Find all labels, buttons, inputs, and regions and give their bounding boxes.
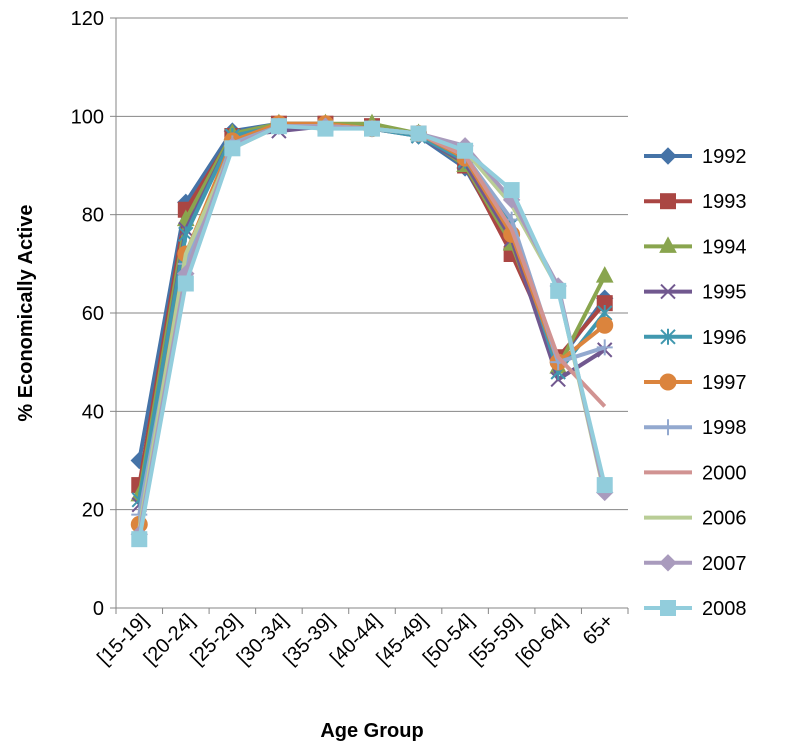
- legend-label: 2000: [702, 462, 747, 484]
- legend-marker: [660, 419, 676, 436]
- legend-label: 1992: [702, 146, 747, 168]
- y-tick-labels: 0 20 40 60 80 100 120: [71, 8, 104, 620]
- x-tick-label: [45-49]: [372, 610, 432, 670]
- legend-label: 2006: [702, 508, 747, 530]
- data-point: [177, 275, 194, 292]
- legend: 1992 1993 1994 1995 1996 1997 1998 2000 2006 2007…: [644, 146, 747, 620]
- legend-marker: [660, 328, 676, 345]
- x-tick-label: [30-34]: [233, 610, 293, 670]
- data-point: [364, 120, 380, 137]
- y-tick-label: 80: [82, 205, 104, 227]
- legend-label: 1997: [702, 372, 747, 394]
- x-tick-label: [50-54]: [419, 610, 479, 670]
- x-tick-label: [25-29]: [186, 610, 246, 670]
- legend-marker: [660, 600, 676, 616]
- data-point: [224, 140, 241, 157]
- series-lines: [130, 113, 614, 548]
- legend-item: 1995: [644, 282, 747, 304]
- data-point: [131, 531, 148, 548]
- legend-item: 1993: [644, 191, 747, 213]
- y-axis-title: % Economically Active: [15, 204, 37, 421]
- data-point: [595, 266, 614, 283]
- legend-marker: [659, 554, 677, 572]
- x-tick-label: [20-24]: [140, 610, 200, 670]
- legend-item: 1994: [644, 236, 747, 258]
- data-point: [317, 120, 334, 137]
- legend-item: 2008: [644, 598, 747, 620]
- x-axis-title: Age Group: [320, 720, 423, 742]
- data-point: [270, 118, 287, 135]
- data-point: [596, 477, 613, 494]
- y-tick-label: 100: [71, 106, 104, 128]
- x-tick-label: [55-59]: [466, 610, 526, 670]
- legend-marker: [660, 283, 676, 300]
- data-point: [410, 125, 427, 142]
- data-point: [596, 316, 614, 334]
- data-point: [596, 339, 613, 356]
- data-point: [457, 142, 474, 159]
- y-tick-label: 0: [93, 598, 104, 620]
- legend-label: 1993: [702, 191, 747, 213]
- legend-marker: [659, 373, 677, 391]
- x-tick-label: [40-44]: [326, 610, 386, 670]
- y-tick-label: 120: [71, 8, 104, 30]
- legend-marker: [660, 193, 676, 210]
- series-1992: [130, 115, 614, 470]
- legend-label: 1994: [702, 236, 747, 258]
- x-tick-labels: [15-19][20-24][25-29][30-34][35-39][40-4…: [93, 610, 618, 670]
- legend-label: 2007: [702, 553, 747, 575]
- legend-label: 1998: [702, 417, 747, 439]
- data-point: [503, 182, 520, 199]
- legend-item: 1996: [644, 327, 747, 349]
- legend-item: 1997: [644, 372, 747, 394]
- x-tick-label: 65+: [579, 610, 619, 650]
- x-tick-label: [60-64]: [512, 610, 572, 670]
- legend-item: 2000: [644, 462, 747, 484]
- x-tick-label: [35-39]: [279, 610, 339, 670]
- y-tick-label: 20: [82, 500, 104, 522]
- axes: [110, 17, 629, 614]
- legend-item: 2006: [644, 508, 747, 530]
- legend-marker: [659, 236, 677, 253]
- data-point: [550, 282, 567, 299]
- legend-item: 1998: [644, 417, 747, 439]
- legend-item: 1992: [644, 146, 747, 168]
- y-tick-label: 40: [82, 401, 104, 423]
- legend-marker: [659, 147, 677, 165]
- series-2008: [131, 118, 613, 548]
- legend-item: 2007: [644, 553, 747, 575]
- legend-label: 2008: [702, 598, 747, 620]
- legend-label: 1995: [702, 282, 747, 304]
- y-tick-label: 60: [82, 303, 104, 325]
- legend-label: 1996: [702, 327, 747, 349]
